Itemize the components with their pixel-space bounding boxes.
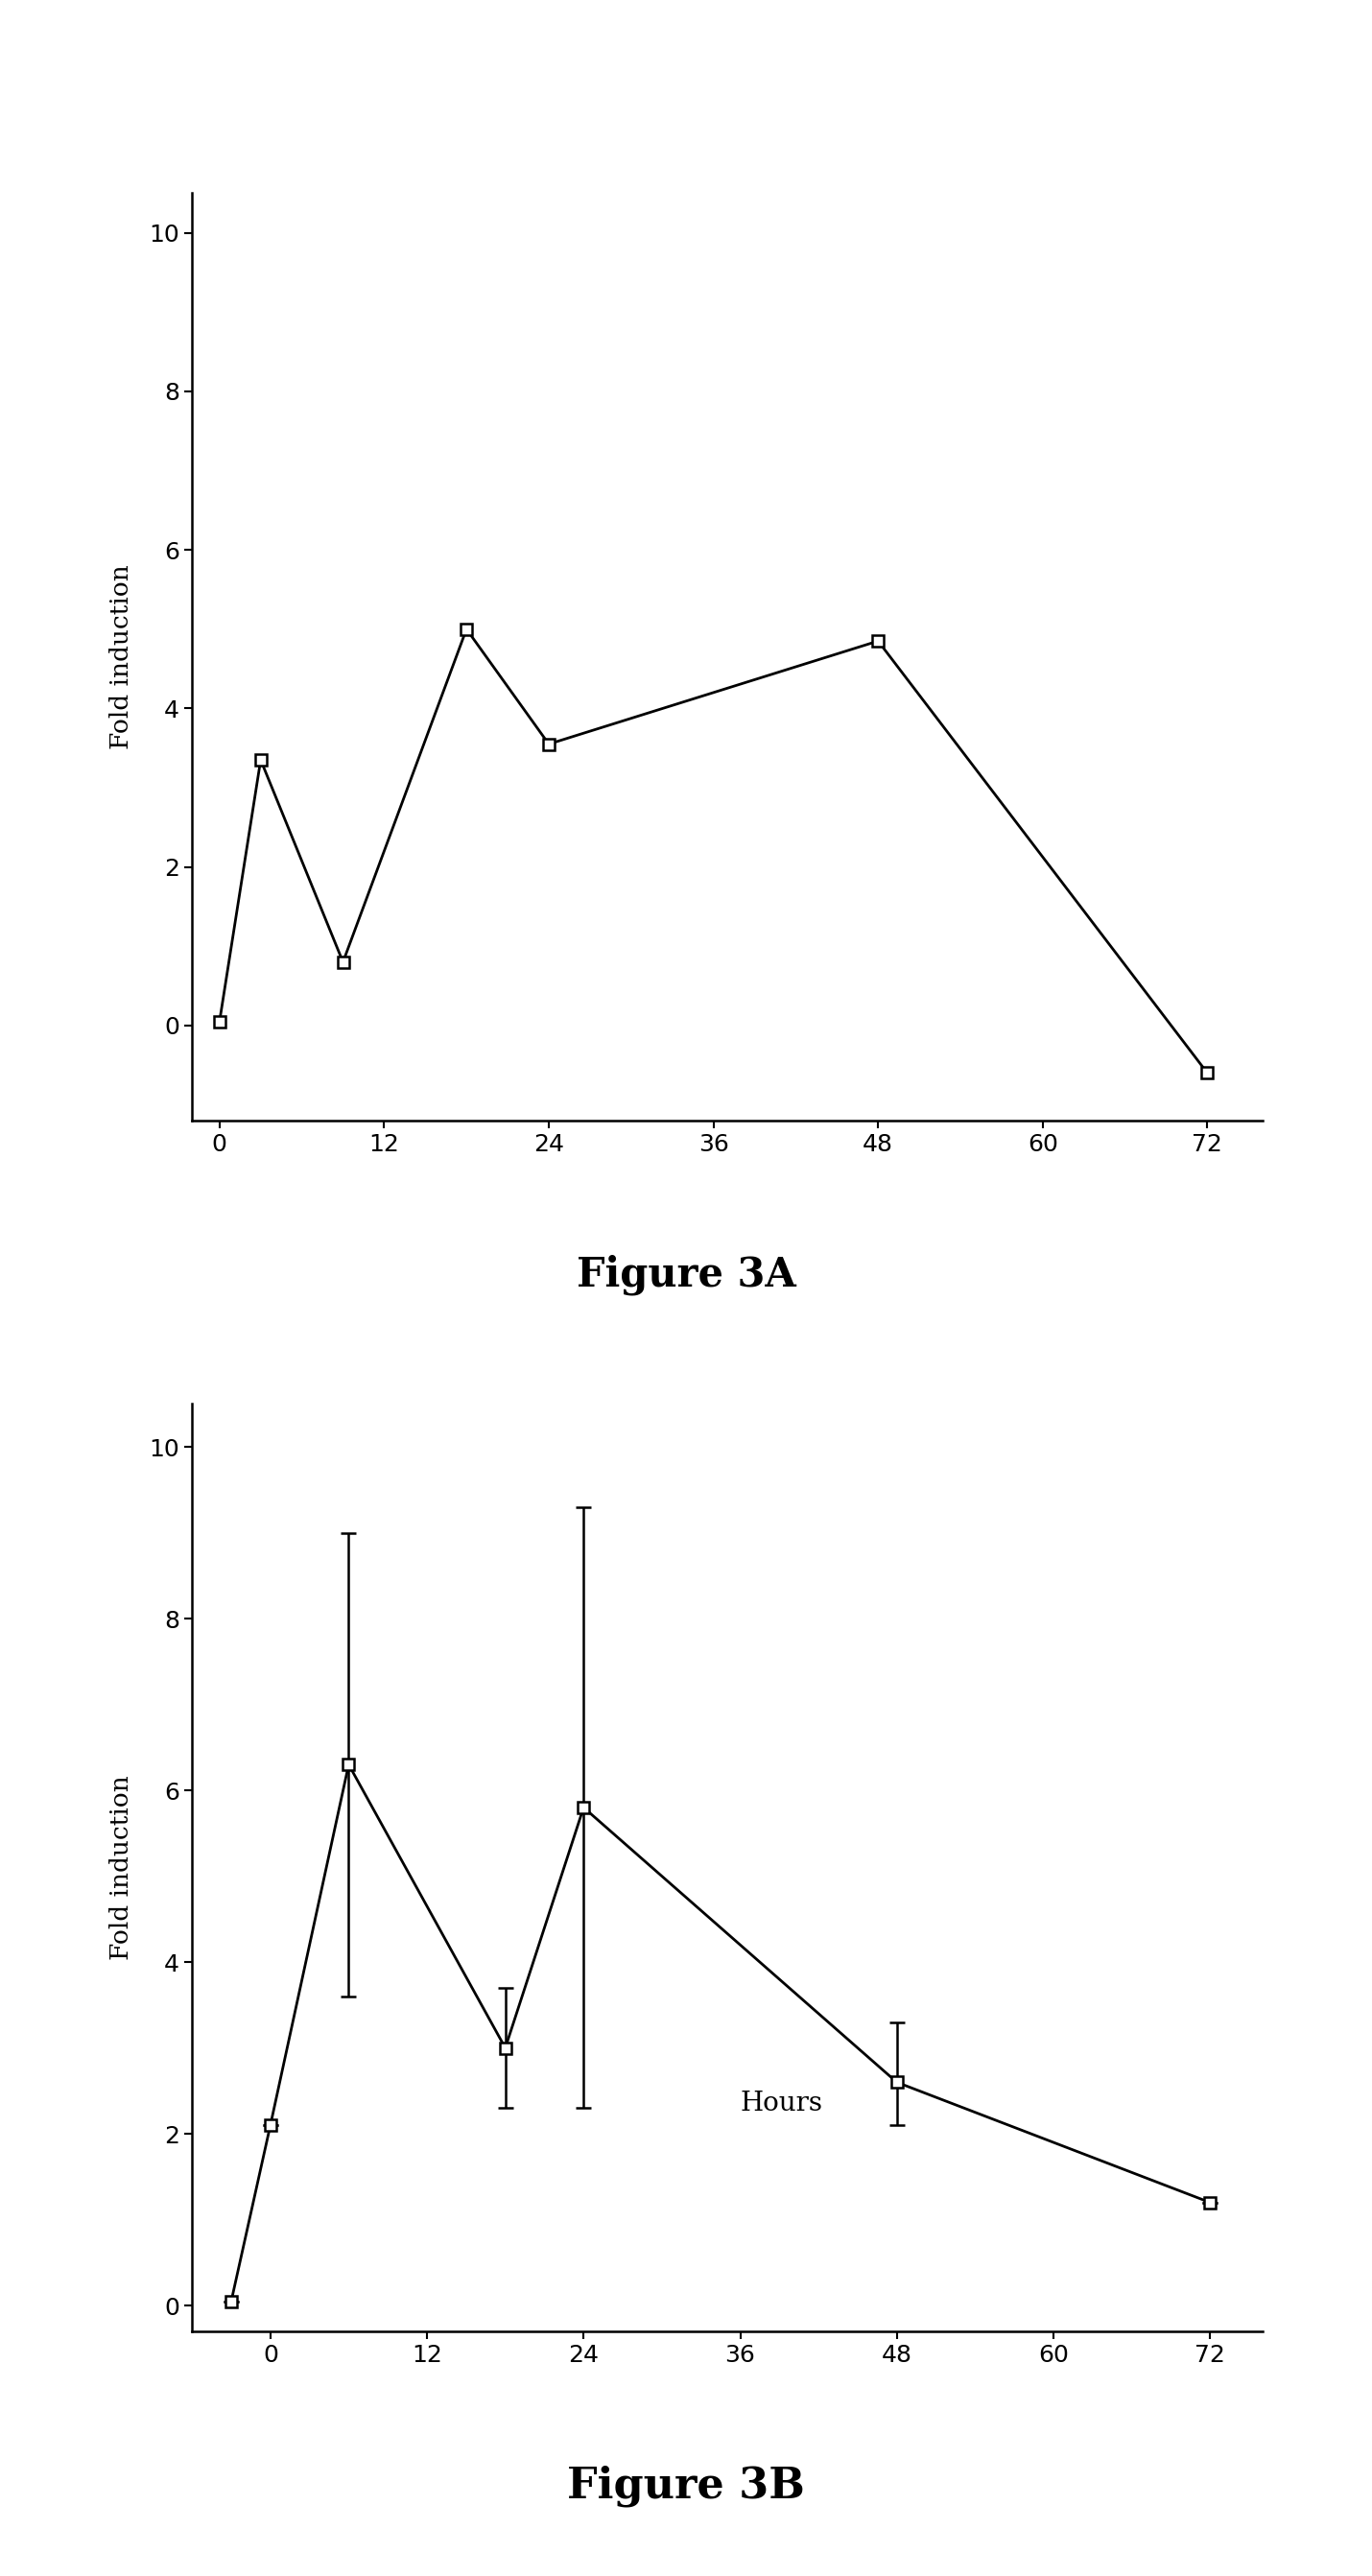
Text: Figure 3B: Figure 3B <box>567 2465 805 2506</box>
Y-axis label: Fold induction: Fold induction <box>108 564 133 750</box>
Text: Hours: Hours <box>741 2092 823 2117</box>
Y-axis label: Fold induction: Fold induction <box>108 1775 133 1960</box>
Text: Figure 3A: Figure 3A <box>576 1255 796 1296</box>
